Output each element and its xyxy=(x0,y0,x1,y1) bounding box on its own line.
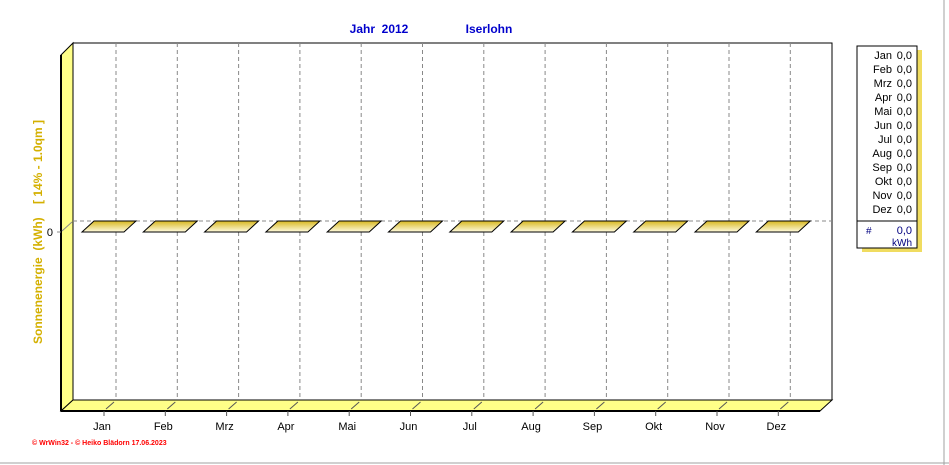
x-tick-label: Dez xyxy=(767,421,787,433)
x-tick-label: Sep xyxy=(583,421,603,433)
bar-dez xyxy=(755,220,812,233)
bar-jun xyxy=(387,220,444,233)
bar-jan xyxy=(80,220,138,233)
legend-month: Nov xyxy=(872,190,892,202)
x-tick-label: Jul xyxy=(463,421,477,433)
x-tick-label: Nov xyxy=(705,421,725,433)
legend-value: 0,0 xyxy=(897,148,912,160)
plot-floor xyxy=(59,399,834,412)
legend-month: Apr xyxy=(875,92,892,104)
bar-apr xyxy=(264,220,322,233)
chart-subtitle: Iserlohn xyxy=(466,22,513,36)
chart-title: Jahr 2012 xyxy=(350,22,409,36)
x-tick-label: Mai xyxy=(338,421,356,433)
x-tick-label: Apr xyxy=(277,421,294,433)
y-axis-label: Sonnenenergie (kWh) [ 14% - 1.0qm ] xyxy=(31,120,45,344)
x-tick-label: Jun xyxy=(400,421,418,433)
legend-month: Mai xyxy=(874,106,892,118)
legend-value: 0,0 xyxy=(897,190,912,202)
legend-month: Dez xyxy=(872,204,892,216)
credit-text: © WrWin32 - © Heiko Blädorn 17.06.2023 xyxy=(32,439,167,447)
legend-month: Aug xyxy=(872,148,892,160)
y-tick-label: 0 xyxy=(47,227,53,239)
bar-mrz xyxy=(203,220,260,233)
legend-month: Sep xyxy=(872,162,892,174)
x-tick-label: Feb xyxy=(154,421,173,433)
bar-mai xyxy=(325,220,383,233)
legend-value: 0,0 xyxy=(897,78,912,90)
legend-value: 0,0 xyxy=(897,50,912,62)
legend-value: 0,0 xyxy=(897,204,912,216)
bar-sep xyxy=(571,220,628,233)
legend-total-symbol: # xyxy=(866,226,872,237)
x-tick-label: Okt xyxy=(645,421,662,433)
bar-nov xyxy=(693,220,751,233)
bar-jul xyxy=(448,220,506,233)
legend-total-unit: kWh xyxy=(892,238,912,249)
legend-value: 0,0 xyxy=(897,134,912,146)
legend-month: Mrz xyxy=(874,78,892,90)
x-tick-label: Jan xyxy=(93,421,111,433)
bar-feb xyxy=(142,220,199,233)
legend-value: 0,0 xyxy=(897,106,912,118)
bar-aug xyxy=(509,220,567,233)
bar-okt xyxy=(632,220,689,233)
legend-value: 0,0 xyxy=(897,176,912,188)
legend-box xyxy=(856,45,918,249)
legend-value: 0,0 xyxy=(897,64,912,76)
legend-value: 0,0 xyxy=(897,92,912,104)
x-tick-label: Aug xyxy=(521,421,541,433)
legend-total-value: 0,0 xyxy=(897,225,912,237)
legend-month: Feb xyxy=(873,64,892,76)
x-tick-label: Mrz xyxy=(215,421,233,433)
legend-month: Jul xyxy=(878,134,892,146)
legend-month: Jun xyxy=(874,120,892,132)
legend-value: 0,0 xyxy=(897,162,912,174)
legend-month: Jan xyxy=(874,50,892,62)
legend-value: 0,0 xyxy=(897,120,912,132)
legend-month: Okt xyxy=(875,176,892,188)
